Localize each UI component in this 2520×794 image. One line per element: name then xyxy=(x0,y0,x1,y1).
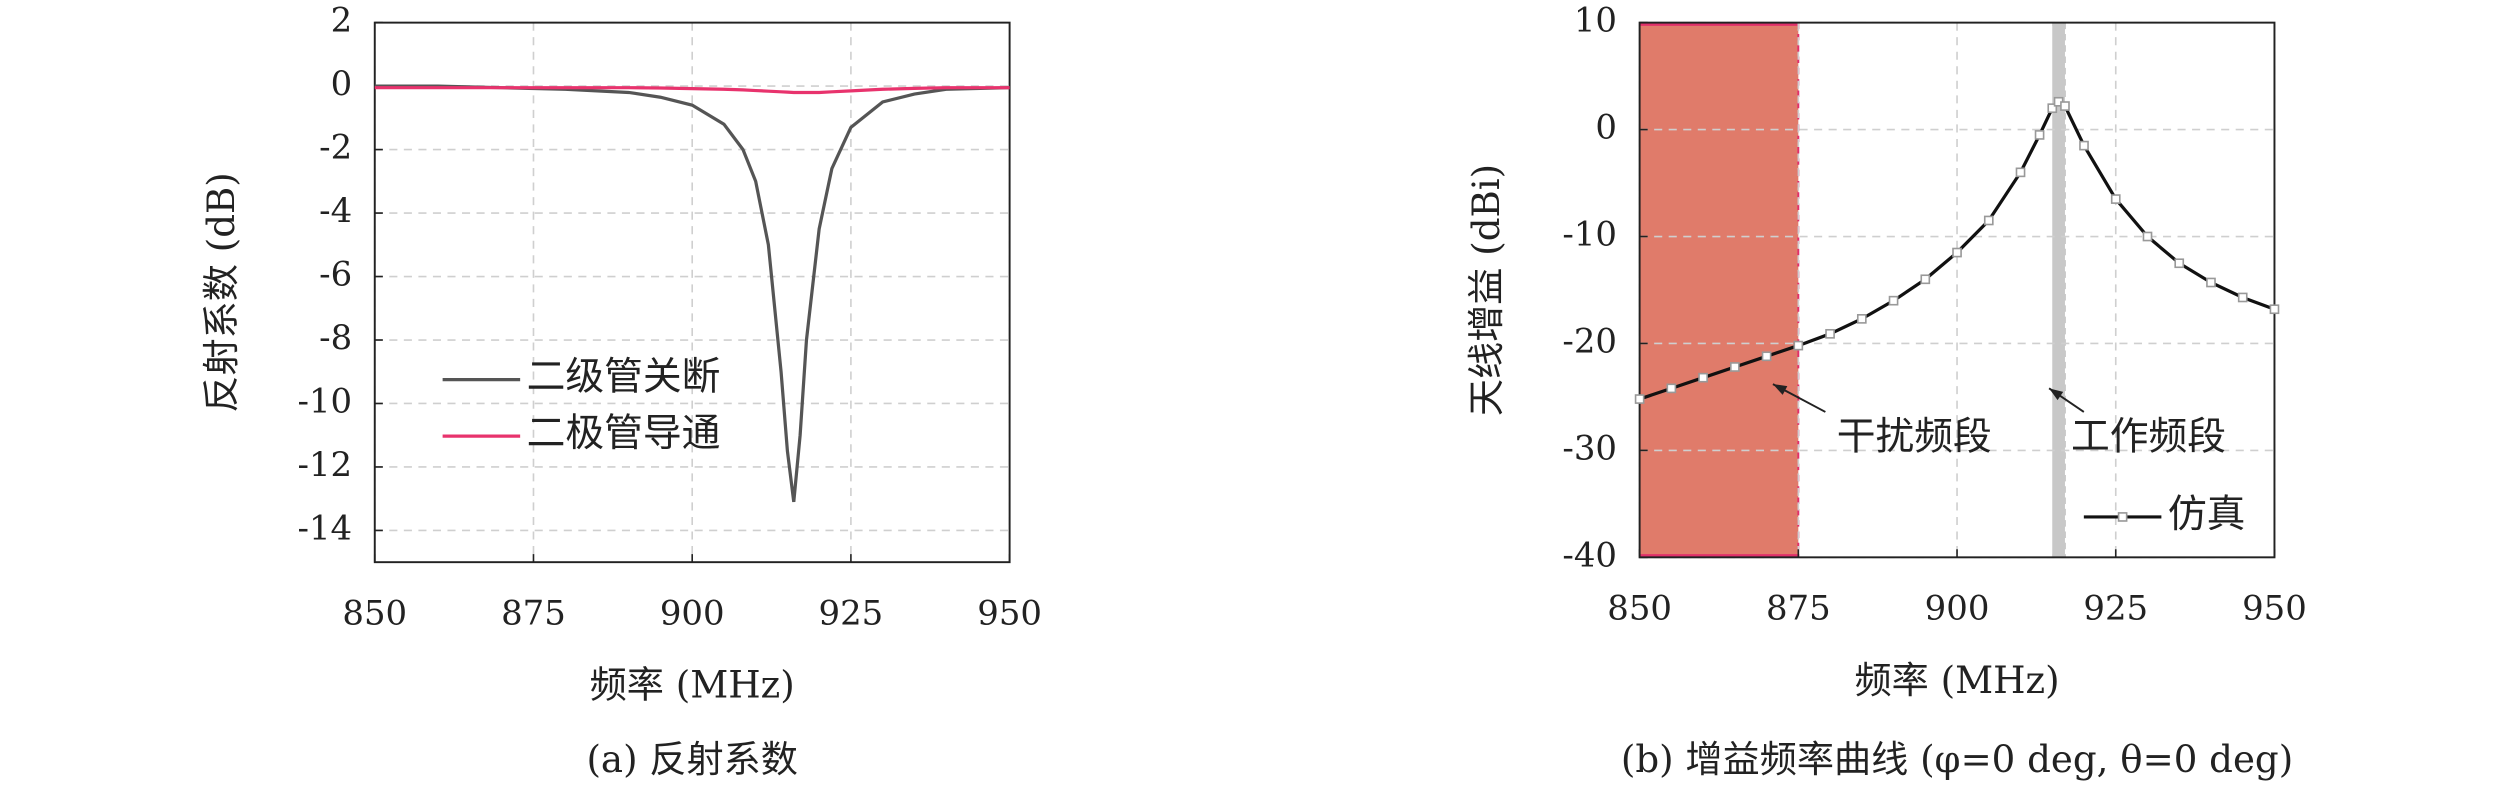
marker xyxy=(2174,258,2185,269)
marker xyxy=(2142,231,2153,242)
y-tick-label: -4 xyxy=(319,191,352,230)
y-tick-label: 2 xyxy=(331,1,353,40)
shaded-region xyxy=(2052,22,2065,558)
legend-marker xyxy=(2117,512,2128,522)
x-tick-label: 850 xyxy=(342,593,407,632)
x-tick-label: 900 xyxy=(1925,589,1990,628)
plot-frame xyxy=(1638,21,2276,559)
marker xyxy=(1952,247,1962,258)
y-tick-label: 0 xyxy=(1595,108,1617,147)
marker xyxy=(2079,140,2089,151)
marker xyxy=(2034,130,2045,140)
x-tick-label: 925 xyxy=(2083,589,2148,628)
legend-label: 二级管关断 xyxy=(527,355,721,400)
y-tick-label: 10 xyxy=(1574,1,1617,40)
marker xyxy=(1856,314,1867,324)
x-tick-label: 925 xyxy=(819,593,884,632)
marker xyxy=(2060,101,2070,111)
plot-frame xyxy=(373,21,1011,564)
marker xyxy=(1920,274,1931,285)
marker xyxy=(2237,292,2248,303)
marker xyxy=(1698,372,1708,383)
y-tick-label: -10 xyxy=(1562,215,1617,254)
shaded-region xyxy=(1639,22,1799,558)
x-tick-label: 900 xyxy=(660,593,725,632)
marker xyxy=(1983,215,1994,226)
marker xyxy=(1825,328,1835,339)
y-axis-label: 反射系数 (dB) xyxy=(200,172,243,412)
y-tick-label: -14 xyxy=(298,508,353,547)
y-tick-label: -40 xyxy=(1562,535,1617,574)
annotation-text: 干扰频段 xyxy=(1837,414,1992,459)
x-axis-label: 频率 (MHz) xyxy=(590,664,795,707)
marker xyxy=(1761,351,1772,362)
arrow-head xyxy=(1772,384,1788,395)
x-tick-label: 875 xyxy=(1766,589,1831,628)
x-tick-label: 950 xyxy=(2242,589,2307,628)
series-line xyxy=(374,86,1010,95)
legend-label: 二极管导通 xyxy=(527,411,721,456)
marker xyxy=(2110,194,2121,204)
x-tick-label: 850 xyxy=(1607,589,1672,628)
marker xyxy=(2269,304,2280,315)
y-tick-label: -20 xyxy=(1562,321,1617,360)
y-tick-label: -6 xyxy=(319,255,352,294)
annotation-text: 工作频段 xyxy=(2071,414,2226,459)
y-axis-label: 天线增益 (dBi) xyxy=(1465,164,1508,416)
legend-label: 仿真 xyxy=(2168,492,2246,537)
series-line xyxy=(1639,99,2276,401)
chart-title: (b) 增益频率曲线 (φ=0 deg, θ=0 deg) xyxy=(1621,738,2293,781)
marker xyxy=(2015,167,2026,178)
marker xyxy=(2047,103,2058,114)
arrow-head xyxy=(2049,388,2064,401)
marker xyxy=(1634,394,1645,404)
series-line xyxy=(374,84,1010,503)
y-tick-label: 0 xyxy=(331,64,353,103)
marker xyxy=(1666,383,1677,394)
chart-title: (a) 反射系数 xyxy=(586,738,798,781)
y-tick-label: -10 xyxy=(298,381,353,420)
marker xyxy=(2206,277,2216,288)
y-tick-label: -8 xyxy=(319,318,352,357)
x-tick-label: 950 xyxy=(977,593,1042,632)
marker xyxy=(1729,362,1740,372)
y-tick-label: -30 xyxy=(1562,428,1617,467)
marker xyxy=(1888,295,1899,306)
y-tick-label: -2 xyxy=(319,128,352,167)
y-tick-label: -12 xyxy=(298,445,353,484)
x-axis-label: 频率 (MHz) xyxy=(1855,659,2060,702)
marker xyxy=(1793,340,1804,351)
x-tick-label: 875 xyxy=(501,593,566,632)
